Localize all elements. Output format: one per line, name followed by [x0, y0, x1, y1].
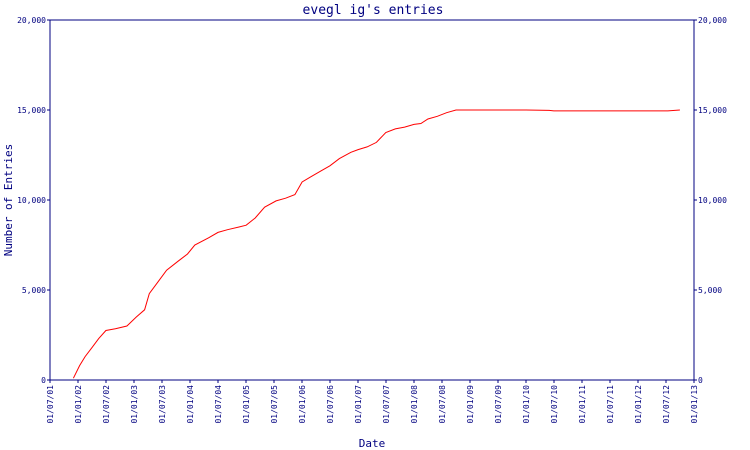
- x-tick-label: 01/01/07: [354, 385, 363, 424]
- entries-series-line: [72, 109, 680, 379]
- y-axis-ticks: 0 0 5,000 5,000 10,000 10,000 15,000 15,000 20,0…: [17, 16, 727, 385]
- x-tick-label: 01/01/05: [242, 385, 251, 424]
- y-axis-label: Number of Entries: [2, 144, 15, 257]
- x-tick-label: 01/01/03: [130, 385, 139, 424]
- x-tick-label: 01/07/02: [102, 385, 111, 424]
- y-tick-label-right: 20,000: [698, 16, 727, 25]
- x-tick-label: 01/01/11: [578, 385, 587, 424]
- x-axis-label: Date: [359, 437, 386, 450]
- plot-frame: [49, 19, 695, 381]
- x-tick-label: 01/07/07: [382, 385, 391, 424]
- x-tick-label: 01/07/01: [46, 385, 55, 424]
- x-tick-label: 01/01/10: [522, 385, 531, 424]
- x-tick-label: 01/07/03: [158, 385, 167, 424]
- y-tick-label-left: 0: [41, 376, 46, 385]
- x-tick-label: 01/01/08: [410, 385, 419, 424]
- x-axis-ticks: 01/07/01 01/01/02 01/07/02 01/01/03 01/07/03…: [46, 380, 699, 424]
- x-tick-label: 01/07/08: [438, 385, 447, 424]
- x-tick-label: 01/07/05: [270, 385, 279, 424]
- x-tick-label: 01/01/13: [690, 385, 699, 424]
- y-tick-label-left: 5,000: [22, 286, 46, 295]
- y-tick-label-right: 15,000: [698, 106, 727, 115]
- y-tick-label-right: 10,000: [698, 196, 727, 205]
- x-tick-label: 01/07/10: [550, 385, 559, 424]
- x-tick-label: 01/07/11: [606, 385, 615, 424]
- y-tick-label-left: 10,000: [17, 196, 46, 205]
- x-tick-label: 01/01/12: [634, 385, 643, 424]
- y-tick-label-right: 5,000: [698, 286, 722, 295]
- chart-title: evegl ig's entries: [303, 3, 444, 18]
- x-tick-label: 01/01/06: [298, 385, 307, 424]
- x-tick-label: 01/01/04: [186, 385, 195, 424]
- series-layer: [72, 109, 680, 379]
- y-tick-label-left: 15,000: [17, 106, 46, 115]
- x-tick-label: 01/07/06: [326, 385, 335, 424]
- y-tick-label-right: 0: [698, 376, 703, 385]
- x-tick-label: 01/07/04: [214, 385, 223, 424]
- x-tick-label: 01/07/12: [662, 385, 671, 424]
- x-tick-label: 01/01/09: [466, 385, 475, 424]
- x-tick-label: 01/01/02: [74, 385, 83, 424]
- x-tick-label: 01/07/09: [494, 385, 503, 424]
- y-tick-label-left: 20,000: [17, 16, 46, 25]
